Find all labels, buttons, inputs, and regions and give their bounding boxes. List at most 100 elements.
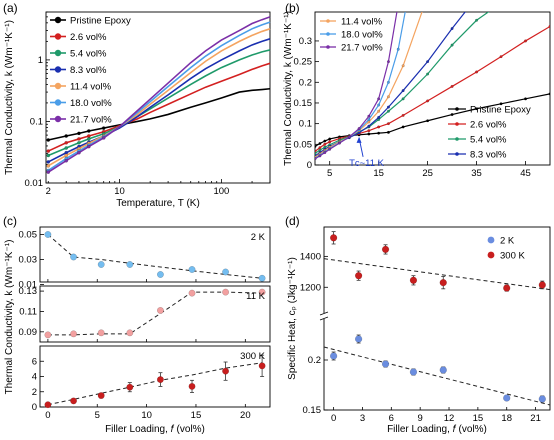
x-tick-label-a: 100 bbox=[213, 186, 229, 197]
x-tick-label-d: 18 bbox=[501, 413, 512, 424]
y-tick-label-c: 0.13 bbox=[19, 286, 38, 297]
y-tick-label-c: 6 bbox=[32, 356, 37, 367]
subpanel-label-c: 2 K bbox=[251, 232, 266, 243]
data-point-b bbox=[377, 103, 381, 107]
data-point-b bbox=[465, 9, 468, 12]
data-point-b bbox=[337, 141, 341, 145]
data-point-b bbox=[475, 18, 479, 22]
data-point-c bbox=[258, 288, 266, 296]
data-point-c bbox=[97, 261, 105, 268]
y-axis-label-a: Thermal Conductivity, k (Wm⁻¹K⁻¹) bbox=[4, 20, 15, 175]
data-point-c bbox=[70, 253, 77, 261]
data-point-b bbox=[347, 135, 351, 139]
legend-a: Pristine Epoxy 2.6 vol% 5.4 vol% 8.3 vol% 11… bbox=[50, 16, 131, 126]
data-point-b bbox=[396, 9, 399, 12]
data-point-c bbox=[157, 307, 164, 314]
series-line-a bbox=[47, 49, 271, 157]
data-point-b bbox=[401, 97, 405, 101]
data-point-a bbox=[46, 164, 51, 168]
y-tick-label-c: 2 bbox=[32, 387, 37, 398]
x-tick-label-d: 9 bbox=[418, 413, 423, 424]
panel-d: 0.15 0.2 1200 1400 0 3 6 9 12 15 18 21 bbox=[300, 226, 551, 424]
data-point-c bbox=[157, 271, 164, 278]
legend-entry-d: 2 K bbox=[500, 236, 515, 247]
data-point-b bbox=[377, 115, 381, 119]
legend-entry-b: 18.0 vol% bbox=[341, 30, 383, 41]
data-point-b bbox=[367, 124, 371, 128]
panel-label-c: (c) bbox=[3, 214, 17, 228]
data-point-b bbox=[328, 140, 332, 144]
data-point-b bbox=[548, 24, 550, 28]
data-point-c bbox=[70, 330, 77, 338]
series-line-a bbox=[47, 16, 271, 173]
data-point-c bbox=[97, 329, 105, 337]
data-point-d bbox=[409, 276, 418, 284]
axis-break-mask-d bbox=[320, 313, 328, 319]
data-point-a bbox=[64, 153, 69, 158]
data-point-d bbox=[538, 281, 546, 289]
legend-bottom-b: Pristine Epoxy 2.6 vol% 5.4 vol% 8.3 vol% bbox=[448, 105, 531, 161]
legend-entry-a: 18.0 vol% bbox=[70, 98, 112, 109]
data-point-a bbox=[46, 170, 51, 174]
panel-label-d: (d) bbox=[285, 214, 300, 228]
trend-line-c bbox=[47, 362, 263, 406]
data-point-a bbox=[87, 144, 91, 149]
data-point-c bbox=[258, 274, 266, 282]
legend-entry-b: 5.4 vol% bbox=[470, 135, 507, 146]
series-line-a bbox=[47, 21, 271, 172]
data-point-d bbox=[503, 394, 511, 402]
data-point-a bbox=[64, 146, 69, 150]
y-axis-label-c: Thermal Conductivity, k (Wm⁻¹K⁻¹) bbox=[4, 240, 15, 395]
series-a-6 bbox=[46, 16, 271, 174]
data-point-c bbox=[222, 268, 229, 276]
data-point-b bbox=[377, 131, 381, 135]
legend-marker-d bbox=[487, 236, 495, 244]
legend-marker-a bbox=[54, 99, 62, 106]
data-point-b bbox=[490, 9, 493, 12]
y-tick-label-c: 0 bbox=[32, 402, 37, 413]
data-point-d bbox=[355, 335, 363, 343]
legend-marker-a bbox=[54, 16, 62, 24]
trend-line-d bbox=[323, 346, 551, 406]
data-point-b bbox=[377, 97, 381, 101]
legend-entry-b: Pristine Epoxy bbox=[470, 105, 531, 116]
data-point-b bbox=[426, 60, 430, 64]
panel-a: 2 10 100 0.01 0.1 1 bbox=[25, 11, 271, 197]
data-point-a bbox=[101, 126, 106, 130]
series-line-a bbox=[48, 87, 271, 141]
legend-entry-b: 21.7 vol% bbox=[341, 43, 383, 54]
y-tick-label-b: 0.2 bbox=[299, 77, 312, 88]
data-point-b bbox=[328, 137, 332, 141]
legend-marker-b bbox=[455, 107, 459, 111]
x-tick-label-d: 15 bbox=[473, 413, 484, 424]
subpanel-label-c: 11 K bbox=[246, 291, 266, 302]
data-point-c bbox=[126, 383, 134, 391]
x-tick-label-d: 12 bbox=[444, 413, 455, 424]
data-point-b bbox=[315, 151, 317, 155]
data-point-b bbox=[323, 142, 327, 146]
data-point-b bbox=[323, 139, 327, 143]
data-point-b bbox=[401, 125, 405, 129]
y-tick-label-c: 0.09 bbox=[19, 327, 38, 338]
data-point-c bbox=[126, 261, 134, 268]
x-tick-label-c: 20 bbox=[240, 410, 251, 421]
data-point-b bbox=[377, 109, 381, 113]
series-line-a bbox=[47, 28, 271, 167]
annotation-tc-b: Tᴄ~11 K bbox=[349, 158, 385, 169]
legend-top-b: 11.4 vol% 18.0 vol% 21.7 vol% bbox=[320, 17, 383, 54]
data-point-c bbox=[44, 331, 52, 339]
legend-marker-b bbox=[455, 122, 459, 126]
legend-entry-b: 8.3 vol% bbox=[470, 150, 507, 161]
x-axis-label-c: Filler Loading, 𝑓 (vol%) bbox=[105, 424, 205, 435]
data-point-b bbox=[401, 113, 405, 117]
data-point-d bbox=[409, 368, 418, 376]
legend-marker-a bbox=[54, 115, 62, 123]
data-point-b bbox=[367, 129, 371, 133]
data-point-d bbox=[355, 272, 363, 280]
data-point-a bbox=[46, 160, 51, 164]
y-tick-label-c: 0.05 bbox=[19, 230, 38, 241]
data-point-c bbox=[188, 266, 196, 273]
data-point-c bbox=[222, 288, 229, 296]
legend-marker-d bbox=[487, 251, 495, 259]
data-point-b bbox=[421, 9, 424, 12]
